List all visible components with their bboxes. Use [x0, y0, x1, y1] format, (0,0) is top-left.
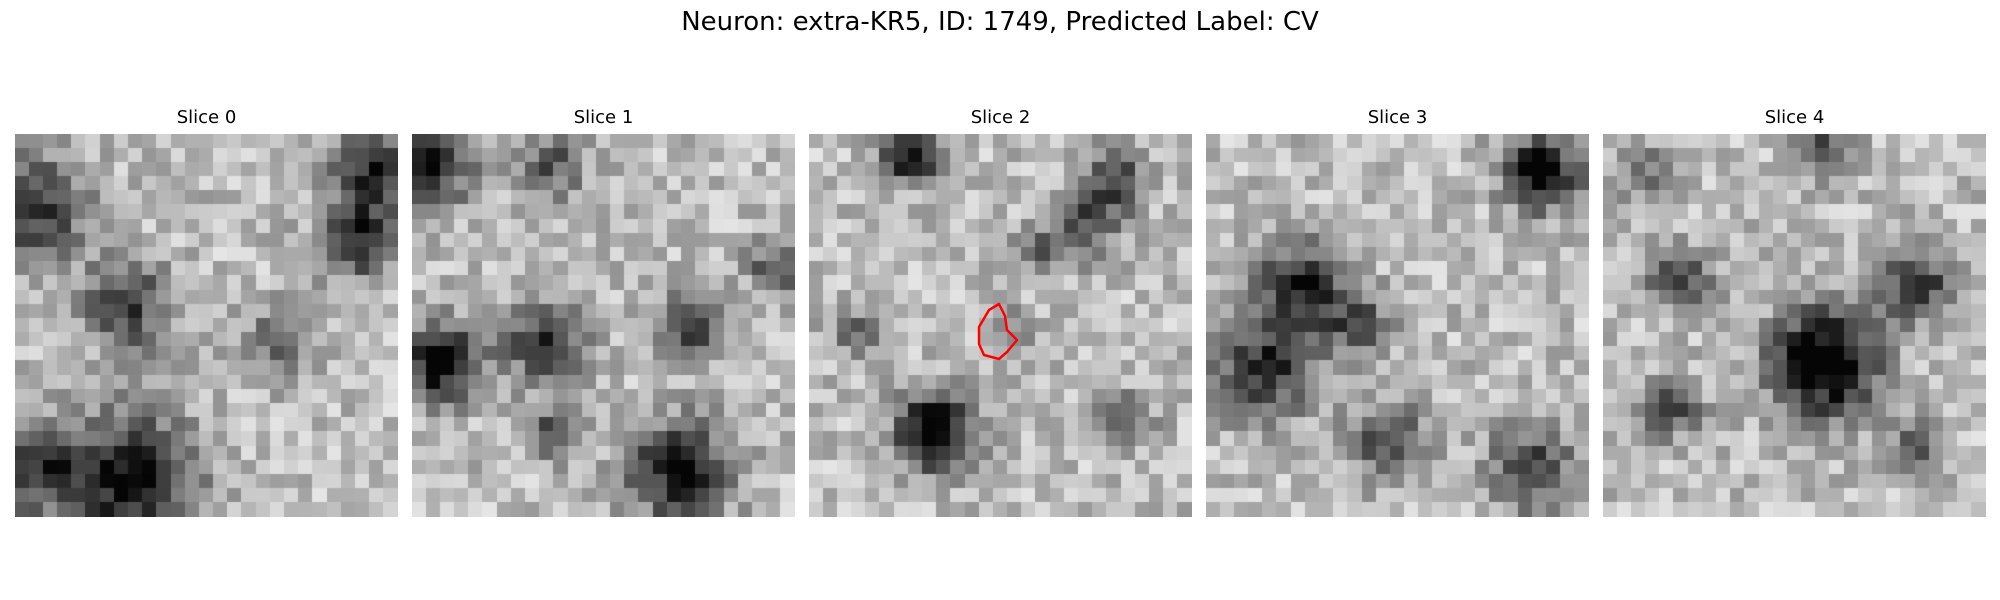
slice-panel-2: Slice 2 — [809, 107, 1192, 517]
slice-panel-4: Slice 4 — [1603, 107, 1986, 517]
slice-image — [1206, 134, 1589, 517]
slice-image — [412, 134, 795, 517]
slice-title: Slice 0 — [176, 107, 237, 128]
slice-image — [809, 134, 1192, 517]
slice-title: Slice 2 — [970, 107, 1031, 128]
slice-title: Slice 4 — [1764, 107, 1825, 128]
slice-image — [15, 134, 398, 517]
slice-panel-0: Slice 0 — [15, 107, 398, 517]
slice-panel-3: Slice 3 — [1206, 107, 1589, 517]
figure-title: Neuron: extra-KR5, ID: 1749, Predicted L… — [681, 7, 1319, 37]
slice-panel-1: Slice 1 — [412, 107, 795, 517]
slice-image — [1603, 134, 1986, 517]
slice-title: Slice 1 — [573, 107, 634, 128]
slice-title: Slice 3 — [1367, 107, 1428, 128]
